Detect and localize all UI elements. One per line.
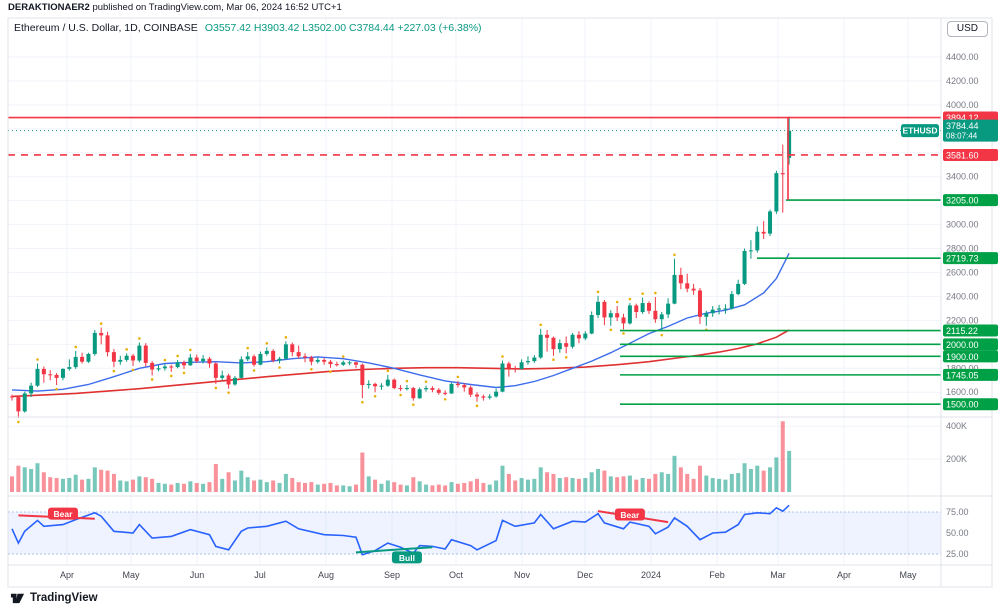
- price-level-label: [943, 148, 998, 161]
- svg-text:Apr: Apr: [837, 570, 851, 580]
- ohlc-values: O3557.42 H3903.42 L3502.00 C3784.44 +227…: [204, 22, 482, 34]
- svg-text:200K: 200K: [946, 454, 967, 464]
- svg-text:3000.00: 3000.00: [946, 220, 979, 230]
- svg-text:2400.00: 2400.00: [946, 291, 979, 301]
- svg-text:Apr: Apr: [60, 570, 74, 580]
- author-name: DERAKTIONAER2: [8, 2, 90, 13]
- svg-text:2024: 2024: [641, 570, 661, 580]
- tradingview-logo-icon: [10, 593, 25, 604]
- svg-text:75.00: 75.00: [946, 507, 969, 517]
- svg-text:4400.00: 4400.00: [946, 52, 979, 62]
- tradingview-logo[interactable]: TradingView: [10, 590, 98, 605]
- level-lines: [8, 116, 941, 406]
- svg-text:3205.00: 3205.00: [946, 196, 979, 206]
- svg-text:3784.44: 3784.44: [946, 121, 979, 131]
- rsi-pane: Bear Bull Bear: [11, 504, 790, 564]
- rsi-annotation-label: [614, 508, 645, 521]
- price-level-label: [943, 398, 998, 411]
- price-level-label: [943, 338, 998, 351]
- svg-text:2200.00: 2200.00: [946, 315, 979, 325]
- svg-text:2800.00: 2800.00: [946, 244, 979, 254]
- svg-text:4200.00: 4200.00: [946, 76, 979, 86]
- svg-text:1600.00: 1600.00: [946, 387, 979, 397]
- price-level-label: [943, 350, 998, 363]
- symbol-badge: [901, 124, 939, 138]
- svg-text:Bull: Bull: [399, 553, 415, 563]
- price-level-label: [943, 324, 998, 337]
- svg-text:08:07:44: 08:07:44: [946, 132, 978, 141]
- price-axis: 4400.00 4200.00 4000.00 3400.00 3000.00 2800.…: [901, 52, 998, 559]
- svg-text:1745.05: 1745.05: [946, 370, 979, 380]
- svg-text:Bear: Bear: [620, 510, 640, 520]
- rsi-annotation-label: [391, 551, 422, 564]
- pane-separators: [7, 17, 993, 588]
- svg-text:400K: 400K: [946, 421, 967, 431]
- svg-text:2000.00: 2000.00: [946, 340, 979, 350]
- grid: [8, 18, 941, 565]
- svg-text:2115.22: 2115.22: [946, 326, 978, 336]
- svg-text:Jun: Jun: [190, 570, 205, 580]
- current-price-label: [943, 119, 998, 142]
- price-level-label: [943, 252, 998, 265]
- time-axis: Apr May Jun Jul Aug Sep Oct Nov Dec 2024 Feb Mar Apr…: [60, 570, 917, 580]
- svg-text:2719.73: 2719.73: [946, 254, 979, 264]
- svg-text:Sep: Sep: [384, 570, 400, 580]
- volume-pane: [10, 421, 792, 492]
- attribution-bar: DERAKTIONAER2 published on TradingView.c…: [8, 2, 342, 13]
- tradingview-logo-text: TradingView: [30, 591, 98, 604]
- price-level-label: [943, 194, 998, 207]
- symbol-title: Ethereum / U.S. Dollar, 1D, COINBASE: [14, 22, 198, 34]
- svg-text:Nov: Nov: [514, 570, 531, 580]
- svg-text:Jul: Jul: [254, 570, 266, 580]
- svg-text:3400.00: 3400.00: [946, 172, 979, 182]
- svg-text:Aug: Aug: [318, 570, 334, 580]
- svg-text:50.00: 50.00: [946, 528, 969, 538]
- svg-text:Bear: Bear: [54, 509, 74, 519]
- currency-button[interactable]: USD: [946, 21, 988, 37]
- svg-text:ETHUSD: ETHUSD: [903, 126, 938, 136]
- svg-text:Feb: Feb: [709, 570, 725, 580]
- price-level-label: [943, 368, 998, 381]
- svg-text:Mar: Mar: [770, 570, 786, 580]
- rsi-band: [8, 511, 941, 555]
- svg-text:3581.60: 3581.60: [946, 150, 979, 160]
- svg-text:May: May: [899, 570, 917, 580]
- svg-text:Oct: Oct: [449, 570, 464, 580]
- symbol-legend[interactable]: Ethereum / U.S. Dollar, 1D, COINBASE O355…: [14, 22, 482, 34]
- svg-text:25.00: 25.00: [946, 549, 969, 559]
- svg-text:1900.00: 1900.00: [946, 352, 979, 362]
- svg-text:3894.12: 3894.12: [946, 113, 979, 123]
- svg-text:May: May: [122, 570, 140, 580]
- svg-text:1500.00: 1500.00: [946, 400, 979, 410]
- candles: [10, 116, 792, 418]
- svg-text:Dec: Dec: [577, 570, 594, 580]
- rsi-annotation-label: [47, 507, 78, 520]
- svg-text:1800.00: 1800.00: [946, 363, 979, 373]
- svg-text:2600.00: 2600.00: [946, 268, 979, 278]
- svg-text:4000.00: 4000.00: [946, 100, 979, 110]
- attribution-text: published on TradingView.com, Mar 06, 20…: [89, 2, 342, 13]
